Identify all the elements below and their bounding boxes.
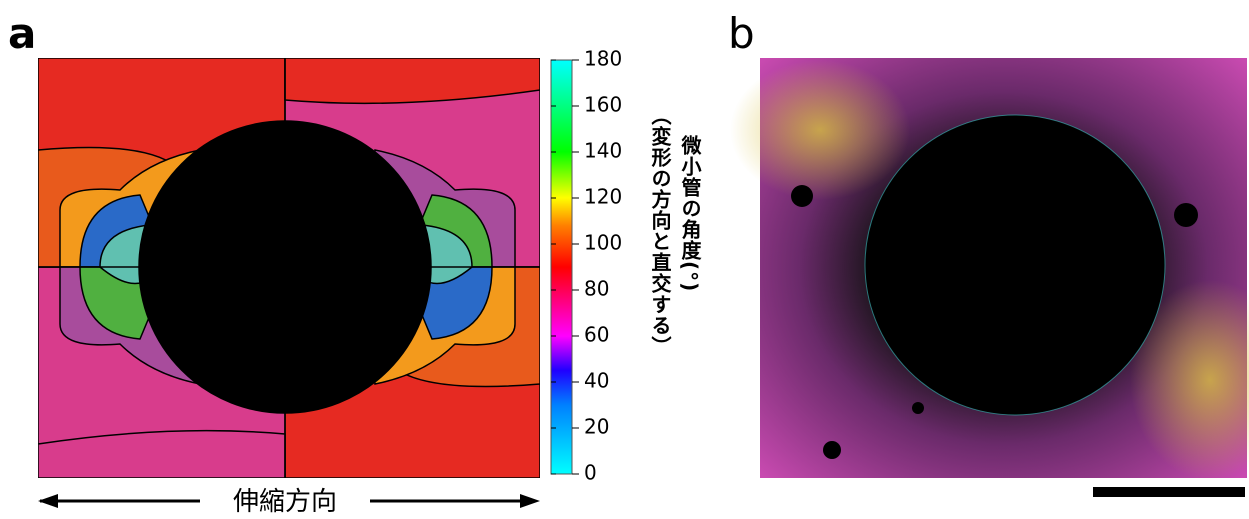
arrow-head [38,494,58,508]
colorbar [551,60,572,474]
colorbar-tick-label: 80 [584,277,609,301]
colorbar-label: 微小管の角度(°) [676,135,705,292]
colorbar-tick-label: 20 [584,415,609,439]
arrow-head [520,494,540,508]
colorbar-tick-label: 160 [584,93,622,117]
scale-bar [1093,487,1245,497]
figure: a b 0 20 40 60 80 100 120 140 160 180 伸縮方向 [0,0,1249,519]
colorbar-tick-label: 60 [584,323,609,347]
colorbar-tick-label: 120 [584,185,622,209]
panel-label: a [8,9,36,58]
colorbar-label: （変形の方向と直交する） [646,105,675,357]
figure-svg: a b 0 20 40 60 80 100 120 140 160 180 伸縮方向 [0,0,1249,519]
contour-plot [38,58,540,478]
panel-label: b [728,9,755,58]
colorbar-tick-label: 100 [584,231,622,255]
colorbar-tick-label: 140 [584,139,622,163]
direction-label: 伸縮方向 [233,487,337,517]
colorbar-tick-label: 0 [584,461,597,485]
micrograph [730,58,1249,480]
colorbar-tick-label: 180 [584,47,622,71]
colorbar-tick-label: 40 [584,369,609,393]
